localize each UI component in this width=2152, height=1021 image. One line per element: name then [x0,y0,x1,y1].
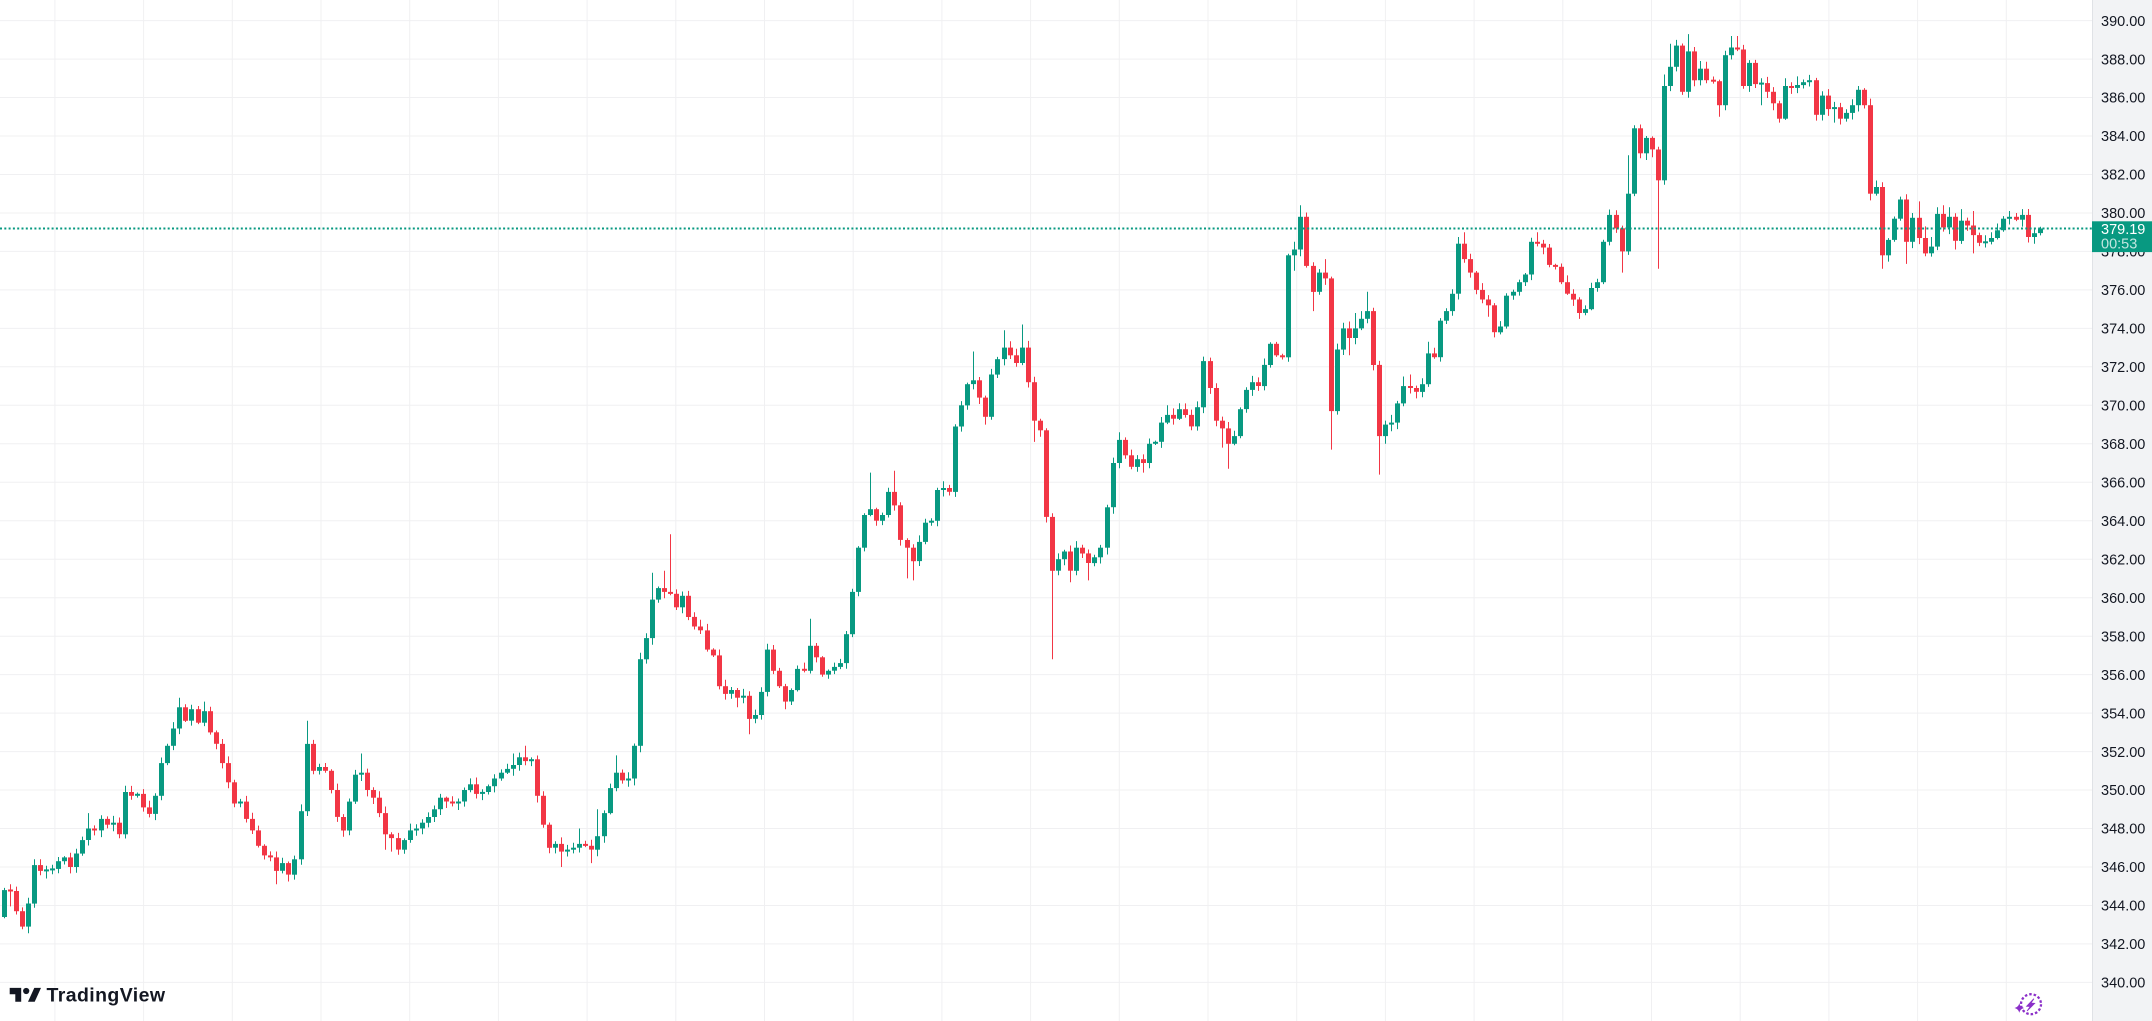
svg-text:386.00: 386.00 [2101,91,2145,107]
svg-text:354.00: 354.00 [2101,706,2145,722]
svg-text:356.00: 356.00 [2101,668,2145,684]
svg-text:370.00: 370.00 [2101,399,2145,415]
svg-text:390.00: 390.00 [2101,14,2145,30]
svg-text:TradingView: TradingView [47,985,166,1007]
svg-text:362.00: 362.00 [2101,552,2145,568]
svg-text:372.00: 372.00 [2101,360,2145,376]
svg-text:380.00: 380.00 [2101,206,2145,222]
svg-text:368.00: 368.00 [2101,437,2145,453]
svg-text:388.00: 388.00 [2101,52,2145,68]
svg-text:360.00: 360.00 [2101,591,2145,607]
svg-text:374.00: 374.00 [2101,322,2145,338]
svg-text:342.00: 342.00 [2101,937,2145,953]
svg-text:352.00: 352.00 [2101,745,2145,761]
svg-text:376.00: 376.00 [2101,283,2145,299]
svg-text:340.00: 340.00 [2101,976,2145,992]
svg-text:358.00: 358.00 [2101,629,2145,645]
svg-text:379.19: 379.19 [2101,222,2145,238]
svg-text:346.00: 346.00 [2101,860,2145,876]
svg-text:384.00: 384.00 [2101,129,2145,145]
svg-text:348.00: 348.00 [2101,822,2145,838]
svg-text:344.00: 344.00 [2101,899,2145,915]
svg-text:00:53: 00:53 [2101,237,2137,253]
svg-text:382.00: 382.00 [2101,168,2145,184]
svg-text:366.00: 366.00 [2101,476,2145,492]
svg-text:364.00: 364.00 [2101,514,2145,530]
svg-text:350.00: 350.00 [2101,783,2145,799]
